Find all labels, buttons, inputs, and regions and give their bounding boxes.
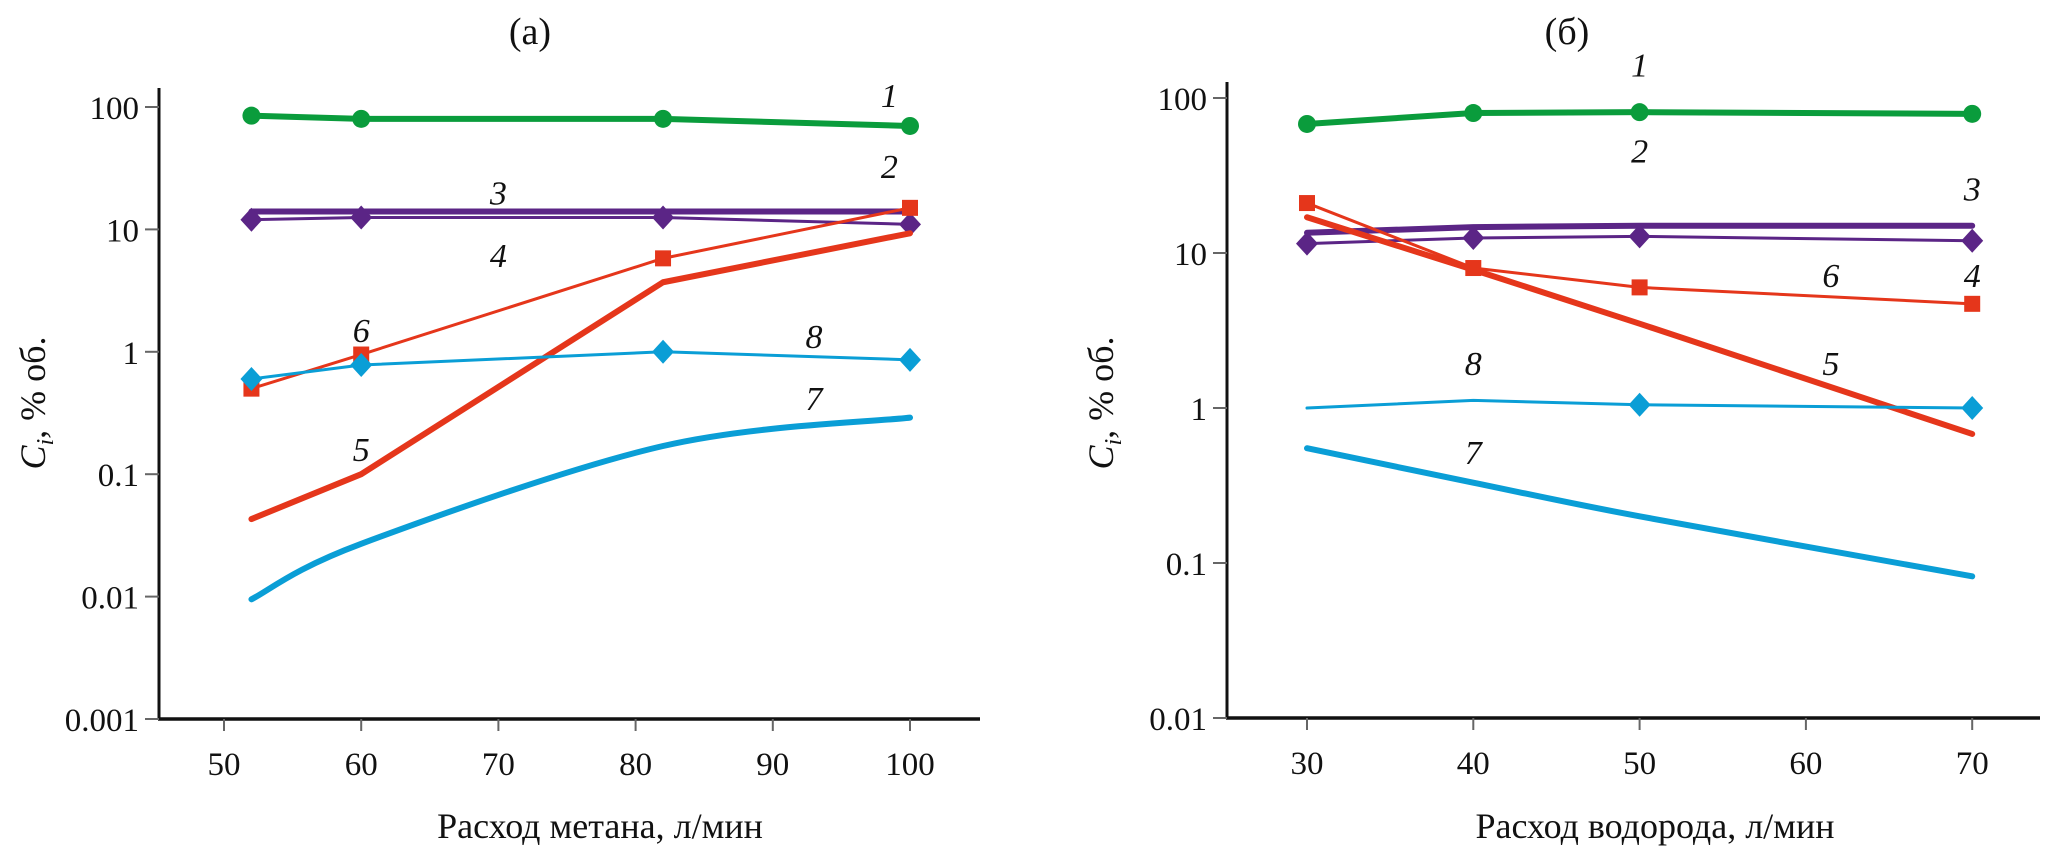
panel-b-curve-label-6: 6 — [1822, 258, 1839, 295]
panel-a-y-tick-label: 1 — [123, 336, 140, 372]
panel-a-series-8-point — [899, 347, 921, 372]
panel-b-series-3-line — [1304, 222, 1976, 236]
panel-a-x-tick-label: 60 — [345, 747, 378, 783]
panel-b-curve-label-3: 3 — [1963, 172, 1981, 209]
panel-b-y-title-main: C — [1081, 445, 1121, 470]
panel-a-y-title-sub: i — [33, 439, 59, 446]
panel-b-curve-label-8: 8 — [1465, 346, 1482, 383]
panel-a-series-1-point — [654, 109, 673, 128]
panel-a-series-4-point — [350, 205, 373, 230]
panel-a-series-4-line — [249, 216, 912, 226]
panel-b-y-tick-label: 100 — [1158, 82, 1208, 118]
panel-b-series-1-point — [1630, 103, 1649, 122]
panel-a-series-6-point — [902, 199, 918, 216]
panel-a-y-tick-label: 100 — [90, 91, 140, 127]
panel-a-series-4-point — [899, 212, 921, 237]
panel-b-series-8-point — [1628, 392, 1651, 417]
panel-b-series-4-point — [1961, 228, 1984, 253]
panel-a-series-8-line — [249, 350, 912, 381]
panel-b-curve-label-2: 2 — [1631, 133, 1648, 170]
panel-b-curve-label-7: 7 — [1465, 435, 1484, 472]
panel-a-curve-label-4: 4 — [490, 238, 507, 275]
panel-a-curve-label-7: 7 — [805, 381, 824, 418]
panel-b-curve-label-5: 5 — [1822, 346, 1839, 383]
panel-b-series-7-line — [1304, 445, 1976, 580]
panel-a-y-axis-title: Ci, % об. — [13, 337, 59, 470]
panel-b-y-title-sub: i — [1101, 439, 1127, 446]
panel-b-series-6-point — [1964, 295, 1981, 312]
panel-a-series-1-line — [248, 112, 913, 129]
panel-a-curve-label-6: 6 — [353, 313, 370, 350]
panel-a-x-tick-label: 100 — [885, 747, 935, 783]
panel-a-series-6-point — [655, 250, 672, 267]
panel-b-curve-label-1: 1 — [1631, 47, 1648, 84]
panel-a-series-4-point — [240, 207, 263, 232]
panel-b-y-tick-label: 0.1 — [1166, 547, 1207, 583]
panel-b-x-axis-title: Расход водорода, л/мин — [1476, 806, 1835, 846]
panel-b: (б) 100 10 1 0.1 0.01 30 40 50 60 70 1 2 3 4 6 5 8 7 Расх… — [1081, 11, 2040, 846]
panel-a-series-1-point — [242, 106, 261, 125]
panel-b-plot-area: 100 10 1 0.1 0.01 30 40 50 60 70 1 2 3 4 6 5 8 7 — [1149, 47, 2040, 782]
panel-a-y-title-rest: , % об. — [13, 337, 53, 439]
panel-a-series-6-line — [249, 206, 912, 391]
panel-a-curve-label-2: 2 — [881, 149, 898, 186]
panel-a-series-8-point — [240, 366, 263, 391]
panel-a-curve-label-8: 8 — [805, 319, 822, 356]
panel-b-title: (б) — [1545, 11, 1590, 53]
panel-a-plot-area: 100 10 1 0.1 0.01 0.001 50 60 70 80 90 100 1 2 3 4 6 5 8 7 — [65, 78, 980, 783]
panel-b-x-tick-label: 50 — [1623, 746, 1656, 782]
panel-a-y-tick-label: 0.1 — [98, 458, 139, 494]
panel-a-curve-label-3: 3 — [489, 176, 507, 213]
panel-b-x-tick-label: 70 — [1956, 746, 1989, 782]
panel-a: (a) 100 10 1 0.1 0.01 0.001 50 60 70 80 90 100 1 2 3 4 6… — [13, 11, 980, 846]
panel-b-x-tick-label: 60 — [1789, 746, 1822, 782]
panel-a-title: (a) — [509, 11, 551, 53]
panel-a-y-tick-label: 0.001 — [65, 703, 139, 739]
panel-b-y-tick-label: 1 — [1191, 392, 1208, 428]
panel-a-series-1-point — [352, 109, 371, 128]
panel-b-x-tick-label: 40 — [1457, 746, 1490, 782]
panel-b-y-axis-title: Ci, % об. — [1081, 337, 1127, 470]
panel-b-series-6-line — [1305, 201, 1974, 306]
panel-a-x-tick-label: 90 — [756, 747, 789, 783]
panel-b-x-tick-label: 30 — [1291, 746, 1324, 782]
panel-b-series-1-point — [1963, 104, 1982, 123]
panel-b-series-8-line — [1305, 398, 1974, 410]
panel-a-series-1-point — [901, 116, 919, 135]
panel-a-series-8-point — [350, 353, 373, 378]
panel-a-series-8-point — [652, 339, 675, 364]
panel-a-y-tick-label: 0.01 — [81, 581, 139, 617]
panel-b-series-6-point — [1299, 195, 1315, 212]
panel-b-y-tick-label: 0.01 — [1149, 702, 1207, 738]
panel-a-x-tick-label: 50 — [208, 747, 241, 783]
panel-b-series-8-point — [1961, 396, 1984, 420]
panel-a-series-4-point — [652, 205, 675, 230]
panel-b-y-tick-label: 10 — [1174, 237, 1207, 273]
panel-b-series-4-point — [1462, 225, 1485, 250]
panel-a-x-axis-title: Расход метана, л/мин — [437, 806, 763, 846]
panel-a-x-tick-label: 80 — [619, 747, 652, 783]
panel-a-x-tick-label: 70 — [482, 747, 515, 783]
panel-b-series-4-point — [1628, 224, 1651, 249]
panel-a-curve-label-5: 5 — [353, 432, 370, 469]
panel-b-series-4-point — [1296, 231, 1318, 256]
panel-b-series-1-line — [1304, 109, 1976, 127]
panel-b-series-1-point — [1464, 104, 1483, 123]
panel-a-series-5-line — [248, 230, 913, 523]
panel-b-y-title-rest: , % об. — [1081, 337, 1121, 439]
panel-b-series-1-point — [1298, 114, 1316, 133]
panel-a-series-7-line — [248, 414, 913, 603]
panel-b-series-6-point — [1631, 279, 1648, 296]
panel-a-y-title-main: C — [13, 445, 53, 470]
panel-b-curve-label-4: 4 — [1964, 258, 1981, 295]
panel-b-series-5-line — [1304, 214, 1976, 437]
panel-a-curve-label-1: 1 — [881, 78, 898, 115]
panel-a-y-tick-label: 10 — [106, 213, 139, 249]
